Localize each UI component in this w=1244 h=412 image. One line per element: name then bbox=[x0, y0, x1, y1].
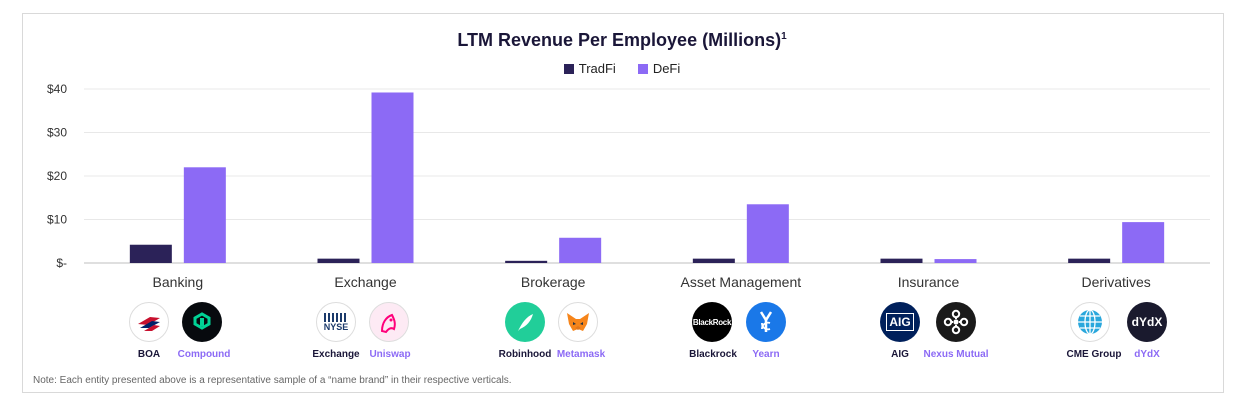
robinhood-feather-icon bbox=[505, 302, 545, 342]
uniswap-unicorn-icon bbox=[369, 302, 409, 342]
dydx-logo-icon: dYdX bbox=[1127, 302, 1167, 342]
bar-defi bbox=[1122, 222, 1165, 263]
legend-swatch-defi bbox=[637, 63, 648, 74]
metamask-fox-icon bbox=[558, 302, 598, 342]
y-tick-label: $20 bbox=[47, 169, 67, 183]
bar-tradfi bbox=[317, 258, 360, 263]
nyse-logo-text: NYSE bbox=[323, 322, 349, 332]
logo-label-cme-group: CME Group bbox=[1066, 349, 1122, 360]
bar-defi bbox=[559, 237, 602, 263]
chart-title: LTM Revenue Per Employee (Millions)1 bbox=[0, 30, 1244, 51]
bar-defi bbox=[371, 92, 414, 263]
bar-tradfi bbox=[129, 244, 172, 263]
logo-row: BOA Compound NYSE Exchange Uniswap Robin… bbox=[0, 302, 1244, 372]
legend-item-defi: DeFi bbox=[637, 61, 681, 76]
bar-defi bbox=[183, 167, 226, 263]
logo-label-nexus-mutual: Nexus Mutual bbox=[923, 349, 989, 360]
bar-defi bbox=[746, 204, 789, 263]
logo-label-boa: BOA bbox=[137, 349, 161, 360]
category-label: Exchange bbox=[334, 274, 396, 290]
logo-label-blackrock: Blackrock bbox=[689, 349, 737, 360]
boa-logo-icon bbox=[129, 302, 169, 342]
logo-label-compound: Compound bbox=[177, 349, 231, 360]
bar-tradfi bbox=[692, 258, 735, 263]
cme-globe-icon bbox=[1070, 302, 1110, 342]
legend-label-defi: DeFi bbox=[652, 61, 681, 76]
y-tick-label: $- bbox=[56, 256, 67, 270]
category-label: Banking bbox=[153, 274, 204, 290]
nexus-mutual-logo-icon bbox=[936, 302, 976, 342]
bar-tradfi bbox=[880, 258, 923, 263]
legend-item-tradfi: TradFi bbox=[563, 61, 616, 76]
y-tick-label: $30 bbox=[47, 126, 67, 140]
category-label: Brokerage bbox=[521, 274, 586, 290]
bar-chart: $- $10 $20 $30 $40 Banking Exchange Brokerage As… bbox=[47, 82, 1210, 290]
blackrock-logo-icon: BlackRock bbox=[692, 302, 732, 342]
logo-label-metamask: Metamask bbox=[556, 349, 606, 360]
aig-logo-icon: AIG bbox=[880, 302, 920, 342]
category-label: Asset Management bbox=[681, 274, 802, 290]
chart-title-text: LTM Revenue Per Employee (Millions) bbox=[457, 30, 782, 50]
y-tick-label: $40 bbox=[47, 82, 67, 96]
chart-title-footnote: 1 bbox=[781, 31, 787, 42]
logo-label-uniswap: Uniswap bbox=[369, 349, 411, 360]
logo-label-nyse: Exchange bbox=[312, 349, 360, 360]
blackrock-logo-text: BlackRock bbox=[692, 317, 732, 327]
chart-legend: TradFi DeFi bbox=[0, 61, 1244, 76]
aig-logo-text: AIG bbox=[886, 313, 914, 331]
dydx-logo-text: dYdX bbox=[1131, 315, 1163, 329]
logo-label-aig: AIG bbox=[891, 349, 909, 360]
bar-tradfi bbox=[505, 260, 548, 263]
logo-label-robinhood: Robinhood bbox=[498, 349, 552, 360]
logo-label-dydx: dYdX bbox=[1134, 349, 1160, 360]
category-label: Derivatives bbox=[1082, 274, 1151, 290]
category-label: Insurance bbox=[898, 274, 960, 290]
legend-label-tradfi: TradFi bbox=[578, 61, 616, 76]
compound-logo-icon bbox=[182, 302, 222, 342]
bar-tradfi bbox=[1068, 258, 1111, 263]
logo-label-yearn: Yearn bbox=[752, 349, 780, 360]
footnote: Note: Each entity presented above is a r… bbox=[33, 375, 512, 386]
bar-defi bbox=[934, 259, 977, 263]
yearn-logo-icon bbox=[746, 302, 786, 342]
legend-swatch-tradfi bbox=[563, 63, 574, 74]
nyse-logo-icon: NYSE bbox=[316, 302, 356, 342]
y-tick-label: $10 bbox=[47, 213, 67, 227]
